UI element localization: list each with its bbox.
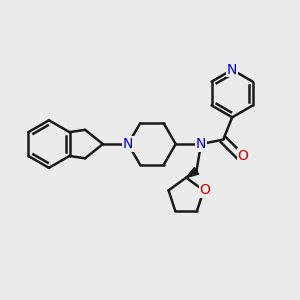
Text: O: O [238,149,249,163]
Text: O: O [200,183,211,197]
Polygon shape [186,168,199,178]
Text: N: N [123,137,133,151]
Text: N: N [227,63,237,77]
Text: N: N [196,137,206,151]
